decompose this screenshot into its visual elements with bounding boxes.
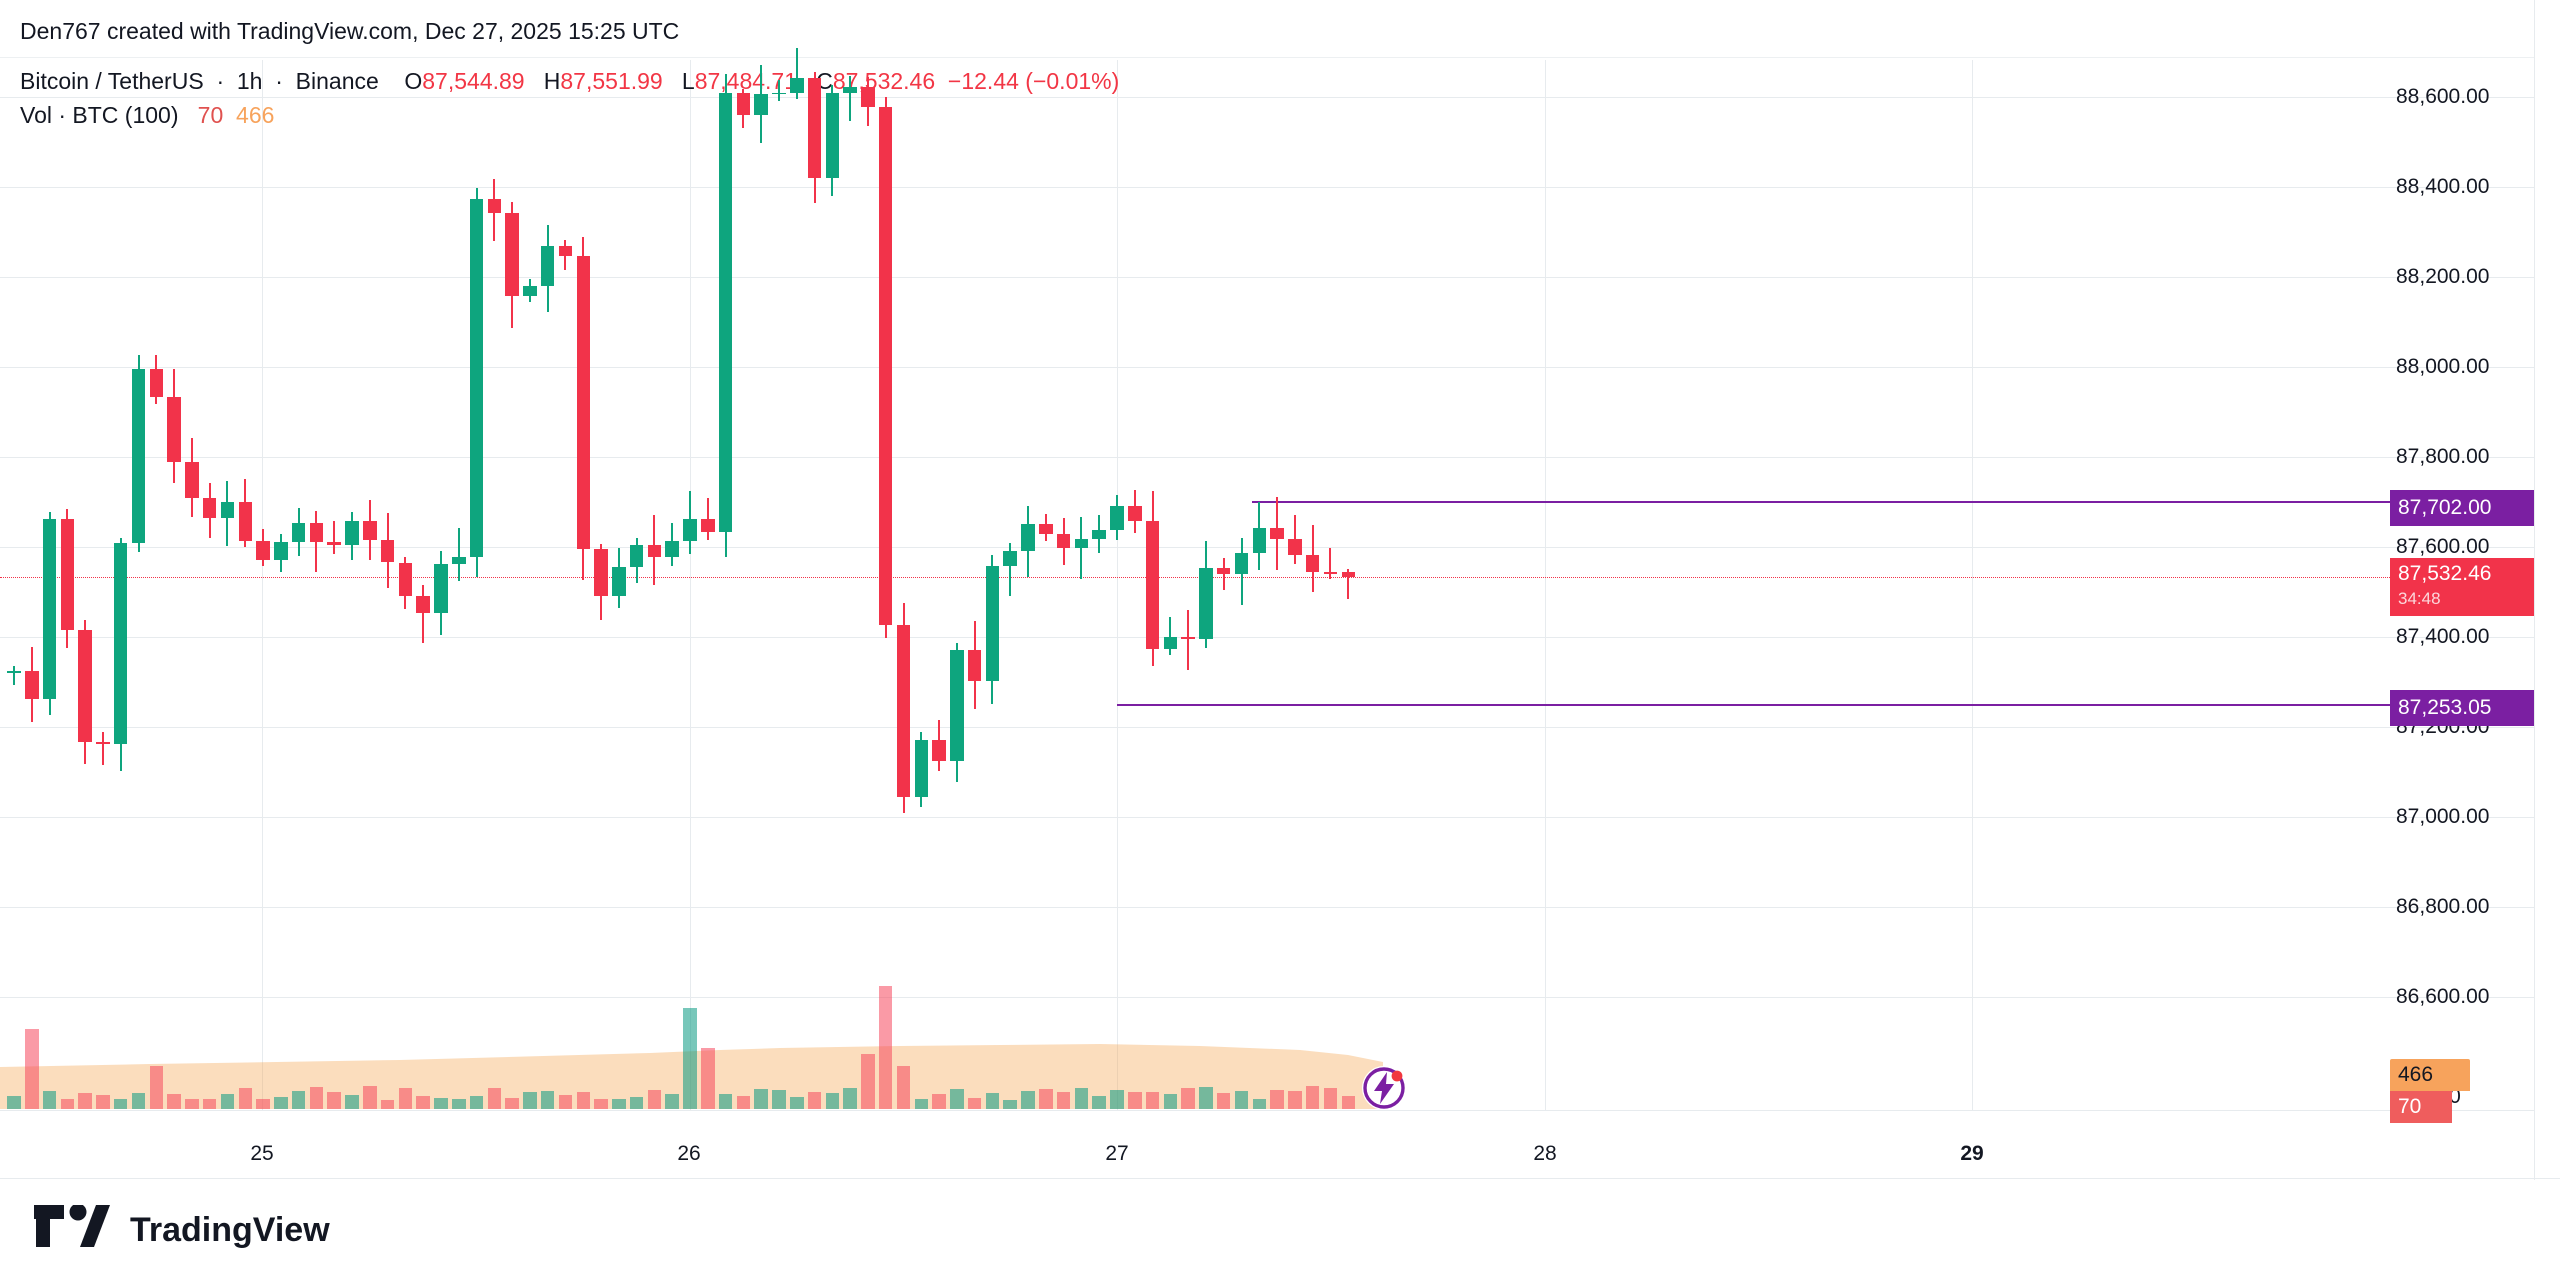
svg-text:TradingView: TradingView: [130, 1211, 330, 1249]
